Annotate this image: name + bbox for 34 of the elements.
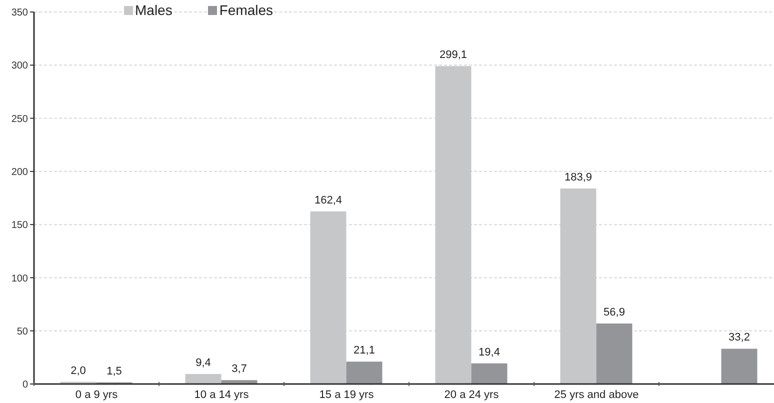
bar	[560, 188, 596, 384]
y-tick-label: 0	[22, 380, 28, 391]
data-label: 56,9	[604, 306, 625, 319]
y-tick-label: 200	[11, 166, 28, 178]
legend-label: Females	[219, 2, 274, 18]
x-tick-label: 15 a 19 yrs	[319, 389, 374, 401]
data-label: 1,5	[106, 365, 122, 378]
data-label: 9,4	[196, 357, 211, 370]
x-tick-label: 10 a 14 yrs	[194, 389, 250, 401]
bar	[596, 324, 632, 384]
data-label: 19,4	[478, 346, 500, 358]
data-label: 3,7	[232, 363, 247, 376]
bar	[185, 374, 222, 384]
data-label: 162,4	[314, 194, 342, 206]
y-tick-label: 300	[11, 60, 28, 72]
x-tick-label: 25 yrs and above	[554, 389, 639, 401]
y-tick-label: 350	[11, 8, 28, 19]
y-tick-label: 150	[11, 220, 28, 232]
data-label: 183,9	[564, 172, 592, 184]
bar	[471, 363, 508, 384]
data-label: 21,1	[354, 344, 375, 357]
y-tick-label: 50	[16, 326, 28, 338]
x-tick-label: 20 a 24 yrs	[444, 389, 500, 401]
data-label: 33,2	[728, 332, 750, 344]
data-label: 299,1	[439, 49, 468, 62]
y-tick-label: 250	[11, 114, 28, 125]
bar	[721, 348, 758, 384]
y-tick-label: 100	[11, 273, 28, 284]
legend-label: Males	[135, 2, 172, 18]
data-label: 2,0	[70, 364, 86, 377]
x-tick-label: 0 a 9 yrs	[75, 389, 118, 401]
bar	[346, 362, 382, 384]
bar	[435, 66, 472, 384]
bar	[310, 211, 346, 384]
